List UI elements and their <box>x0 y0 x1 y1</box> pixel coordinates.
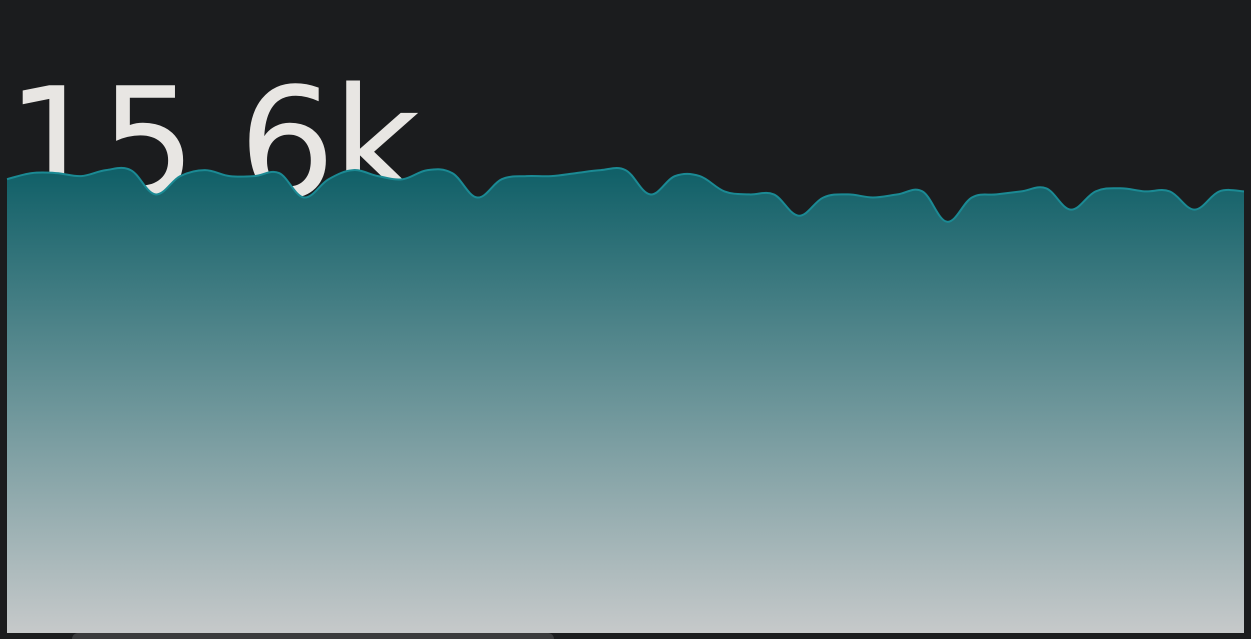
scrollbar-thumb[interactable] <box>72 633 554 639</box>
sparkline-area <box>7 167 1244 633</box>
sparkline-line <box>6 166 1245 223</box>
